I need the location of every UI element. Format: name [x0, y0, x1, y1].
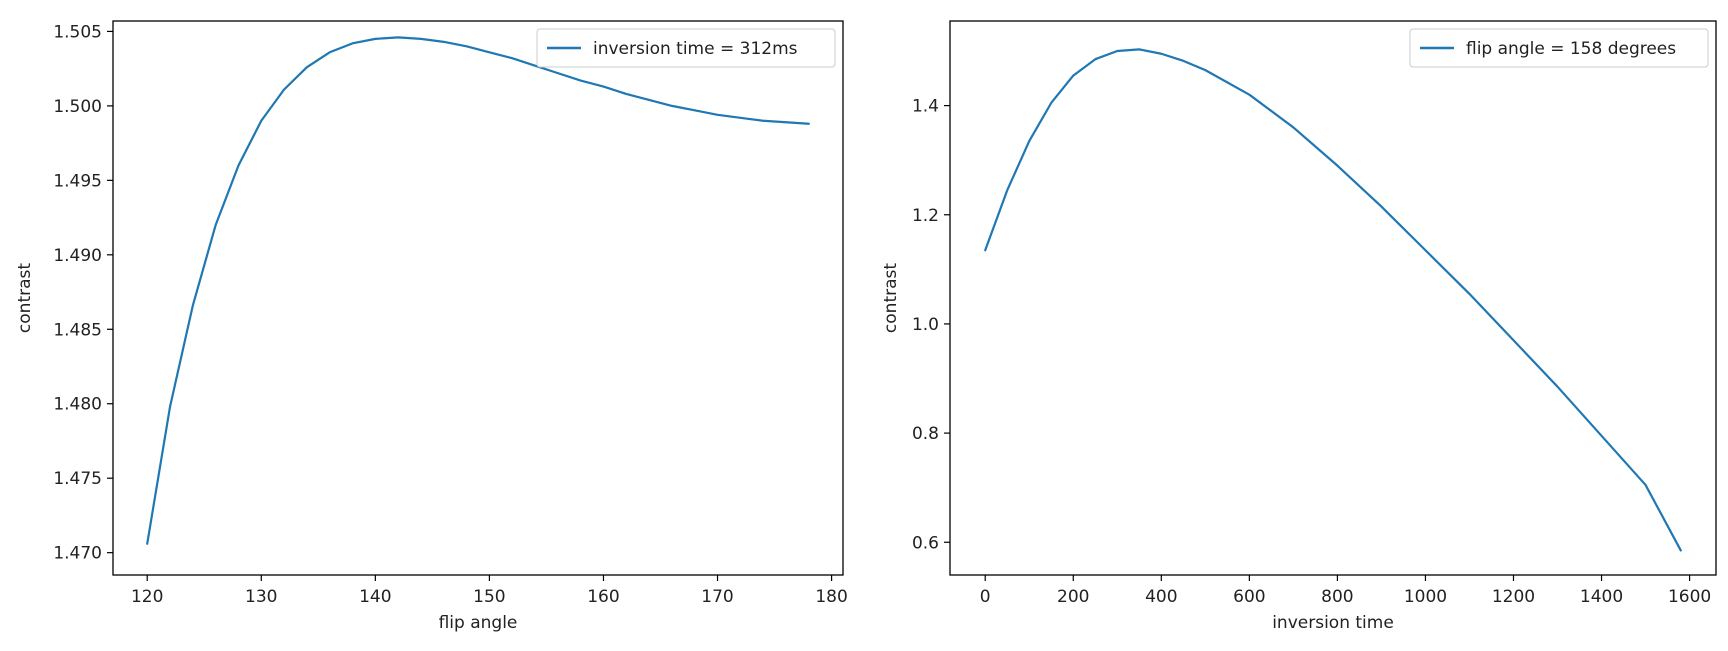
legend-entry: flip angle = 158 degrees: [1466, 39, 1676, 59]
right-chart-panel: 0 200 400 600 800 1000 1200 1400 1600 0.6 0.8 1.0 1.…: [881, 20, 1717, 633]
series-line: [146, 36, 810, 545]
y-tick-label: 1.480: [53, 395, 102, 415]
plot-area-frame: [949, 20, 1717, 576]
y-tick-label: 1.470: [53, 544, 102, 564]
y-axis-label: contrast: [15, 263, 35, 333]
y-axis-label: contrast: [881, 263, 901, 333]
x-tick-label: 140: [359, 587, 391, 607]
legend-entry: inversion time = 312ms: [593, 39, 798, 59]
x-tick-label: 180: [815, 587, 847, 607]
y-tick-label: 1.490: [53, 246, 102, 266]
x-tick-label: 1200: [1492, 587, 1535, 607]
y-tick-label: 1.485: [53, 320, 102, 340]
x-tick-label: 130: [245, 587, 277, 607]
y-tick-label: 1.500: [53, 97, 102, 117]
y-tick-label: 1.4: [912, 97, 939, 117]
x-tick-label: 120: [131, 587, 163, 607]
x-tick-label: 0: [980, 587, 991, 607]
y-tick-label: 1.495: [53, 171, 102, 191]
plot-area-frame: [112, 20, 844, 576]
y-tick-label: 1.475: [53, 469, 102, 489]
y-tick-label: 1.2: [912, 206, 939, 226]
legend-box: [1409, 28, 1709, 68]
y-tick-label: 0.8: [912, 424, 939, 444]
x-tick-label: 170: [701, 587, 733, 607]
x-tick-label: 400: [1145, 587, 1177, 607]
legend-box: [536, 28, 836, 68]
y-tick-label: 0.6: [912, 533, 939, 553]
x-tick-label: 1000: [1404, 587, 1447, 607]
x-tick-label: 600: [1233, 587, 1265, 607]
x-tick-label: 800: [1321, 587, 1353, 607]
x-axis-label: flip angle: [439, 613, 518, 633]
x-tick-label: 1400: [1580, 587, 1623, 607]
x-tick-label: 150: [473, 587, 505, 607]
left-chart-panel: 120 130 140 150 160 170 180 1.470 1.475 1.480 1.48…: [15, 20, 848, 633]
x-tick-label: 200: [1057, 587, 1089, 607]
y-tick-label: 1.505: [53, 22, 102, 42]
series-line: [984, 48, 1682, 552]
x-tick-label: 1600: [1668, 587, 1711, 607]
y-tick-label: 1.0: [912, 315, 939, 335]
x-axis-label: inversion time: [1272, 613, 1394, 633]
x-tick-label: 160: [587, 587, 619, 607]
